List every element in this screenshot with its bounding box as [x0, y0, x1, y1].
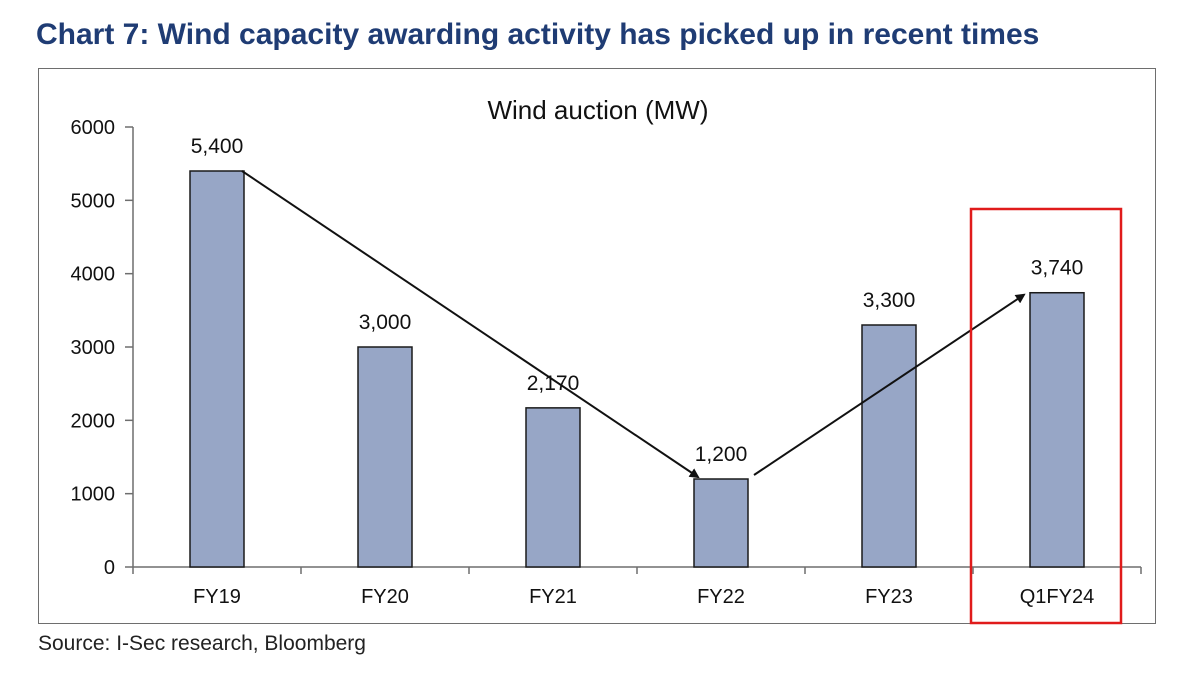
x-tick-label: FY22 [697, 586, 745, 608]
bar-fy19 [189, 170, 245, 568]
data-label: 3,300 [863, 289, 916, 312]
decline-arrow [241, 170, 700, 479]
bar-fy21 [525, 407, 581, 568]
x-tick-label: Q1FY24 [1020, 586, 1094, 608]
y-tick-label: 0 [104, 557, 115, 579]
source-note: Source: I-Sec research, Bloomberg [38, 632, 366, 655]
x-tick-label: FY19 [193, 586, 241, 608]
bar-chart: Wind auction (MW) 0 1000 2000 3000 4000 5000 6… [71, 95, 1142, 625]
bar-q1fy24 [1029, 291, 1085, 568]
chart-frame: Wind auction (MW) 0 1000 2000 3000 4000 5000 6… [38, 68, 1156, 625]
highlight-box [969, 207, 1123, 625]
bar-fy22 [693, 478, 749, 568]
data-label: 2,170 [527, 372, 580, 395]
y-tick-label: 6000 [71, 117, 116, 139]
data-label: 5,400 [191, 135, 244, 158]
x-tick-label: FY23 [865, 586, 913, 608]
rise-arrow [753, 293, 1026, 476]
y-tick-label: 4000 [71, 264, 116, 286]
bar-fy20 [357, 346, 413, 568]
bar-fy23 [861, 324, 917, 568]
data-label: 3,740 [1031, 257, 1084, 280]
x-tick-label: FY20 [361, 586, 409, 608]
y-tick-label: 1000 [71, 484, 116, 506]
y-tick-label: 5000 [71, 190, 116, 212]
data-label: 1,200 [695, 443, 748, 466]
page-title: Chart 7: Wind capacity awarding activity… [36, 18, 1040, 51]
chart-title: Wind auction (MW) [487, 95, 708, 125]
y-tick-label: 2000 [71, 410, 116, 432]
data-label: 3,000 [359, 311, 412, 334]
y-tick-label: 3000 [71, 337, 116, 359]
x-tick-label: FY21 [529, 586, 577, 608]
